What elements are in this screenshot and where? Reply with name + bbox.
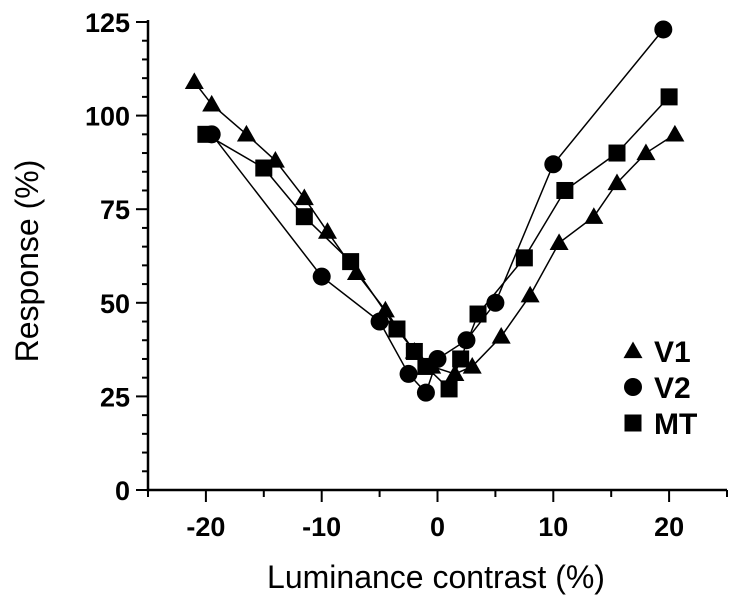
data-point-v1 [462, 356, 482, 374]
data-point-v2 [416, 383, 435, 402]
y-axis-title: Response (%) [9, 160, 45, 363]
data-point-v1 [184, 72, 204, 90]
data-point-mt [469, 305, 487, 323]
data-point-v2 [486, 293, 505, 312]
x-axis-title: Luminance contrast (%) [267, 559, 605, 595]
y-tick-label: 0 [115, 476, 130, 506]
y-tick-label: 125 [85, 8, 130, 38]
data-point-v2 [654, 20, 673, 39]
data-point-v1 [665, 124, 685, 142]
legend-marker-mt [624, 414, 642, 432]
data-point-v2 [370, 312, 389, 331]
legend-label-v1: V1 [654, 336, 691, 369]
legend-label-mt: MT [654, 408, 697, 441]
series-line-v2 [211, 29, 664, 395]
x-tick-label: 0 [430, 512, 445, 542]
data-point-mt [342, 253, 360, 271]
data-point-mt [417, 357, 435, 375]
legend-marker-v1 [623, 341, 643, 359]
data-point-v1 [294, 188, 314, 206]
data-point-v1 [317, 222, 337, 239]
data-point-mt [255, 159, 273, 177]
data-point-mt [197, 125, 215, 143]
data-point-v1 [607, 173, 627, 191]
legend-label-v2: V2 [654, 372, 691, 405]
legend-entry-v1: V1 [623, 336, 691, 369]
y-tick-label: 75 [100, 195, 130, 225]
data-point-v1 [520, 285, 540, 303]
data-point-mt [295, 208, 313, 226]
legend-entry-v2: V2 [624, 372, 691, 405]
y-tick-label: 100 [85, 102, 130, 132]
data-point-mt [388, 320, 406, 338]
data-point-v1 [202, 94, 222, 112]
data-point-mt [405, 342, 423, 360]
x-tick-label: 20 [654, 512, 684, 542]
series-layer [184, 20, 685, 402]
series-line-mt [205, 96, 670, 391]
x-tick-label: 10 [538, 512, 568, 542]
x-tick-label: -10 [302, 512, 341, 542]
data-point-mt [660, 88, 678, 106]
axes: 0 25 50 75 100 125 -20 -10 0 10 20 [85, 8, 728, 542]
data-point-mt [515, 249, 533, 267]
x-tick-label: -20 [186, 512, 225, 542]
series-mt [197, 88, 678, 398]
data-point-v1 [636, 143, 656, 161]
series-v1 [184, 72, 685, 382]
series-v2 [202, 20, 673, 402]
data-point-mt [556, 181, 574, 199]
data-point-v2 [457, 331, 476, 350]
data-point-v2 [544, 155, 563, 174]
data-point-mt [608, 144, 626, 162]
data-point-mt [452, 350, 470, 368]
y-tick-label: 50 [100, 289, 130, 319]
data-point-v1 [549, 233, 569, 251]
data-point-v2 [399, 364, 418, 383]
data-point-v1 [491, 326, 511, 344]
data-point-mt [440, 380, 458, 398]
data-point-v1 [236, 124, 256, 142]
y-tick-label: 25 [100, 382, 130, 412]
data-point-v1 [584, 207, 604, 224]
data-point-v2 [312, 267, 331, 286]
legend-marker-v2 [624, 378, 642, 396]
series-line-v1 [193, 81, 676, 375]
legend-entry-mt: MT [624, 408, 697, 441]
